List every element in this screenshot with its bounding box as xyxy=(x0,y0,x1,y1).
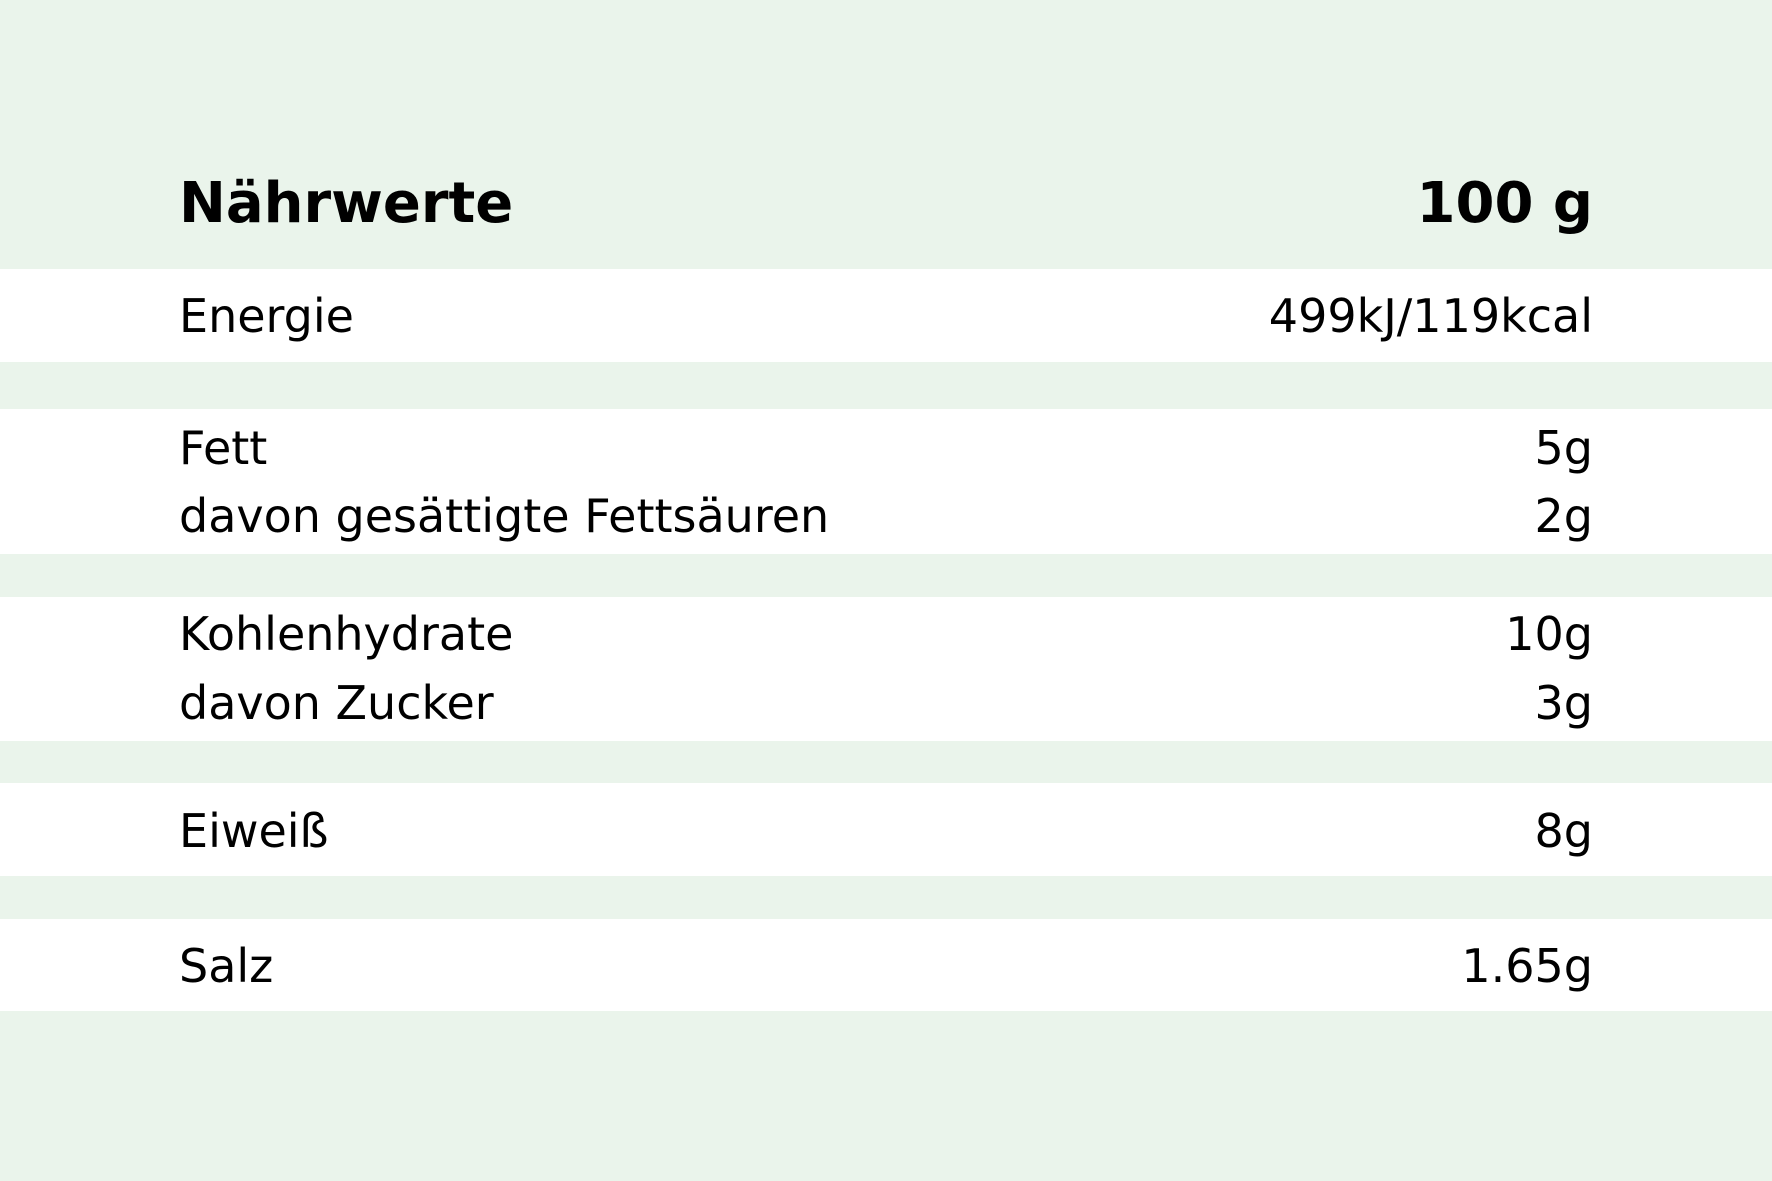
row-band-energy xyxy=(0,269,1772,362)
table-row: Energie 499kJ/119kcal xyxy=(179,286,1593,346)
row-value: 10g xyxy=(1505,607,1593,661)
table-row: Kohlenhydrate 10g xyxy=(179,604,1593,664)
row-label: Salz xyxy=(179,939,274,993)
row-value: 3g xyxy=(1534,676,1593,730)
row-value: 8g xyxy=(1534,804,1593,858)
row-band-salt xyxy=(0,919,1772,1011)
row-label: Fett xyxy=(179,421,268,475)
row-value: 1.65g xyxy=(1461,939,1593,993)
row-value: 5g xyxy=(1534,421,1593,475)
row-band-carbs xyxy=(0,597,1772,741)
table-header: Nährwerte 100 g xyxy=(179,170,1593,236)
table-row: davon gesättigte Fettsäuren 2g xyxy=(179,486,1593,546)
row-label: Kohlenhydrate xyxy=(179,607,514,661)
table-row: Fett 5g xyxy=(179,418,1593,478)
row-label: davon Zucker xyxy=(179,676,494,730)
row-band-fat xyxy=(0,409,1772,554)
row-label: Eiweiß xyxy=(179,804,329,858)
row-label: davon gesättigte Fettsäuren xyxy=(179,489,830,543)
header-label: Nährwerte xyxy=(179,170,514,236)
row-band-protein xyxy=(0,783,1772,876)
row-value: 499kJ/119kcal xyxy=(1268,289,1593,343)
header-value: 100 g xyxy=(1416,170,1593,236)
table-row: davon Zucker 3g xyxy=(179,673,1593,733)
row-label: Energie xyxy=(179,289,354,343)
table-row: Salz 1.65g xyxy=(179,936,1593,996)
row-value: 2g xyxy=(1534,489,1593,543)
table-row: Eiweiß 8g xyxy=(179,801,1593,861)
